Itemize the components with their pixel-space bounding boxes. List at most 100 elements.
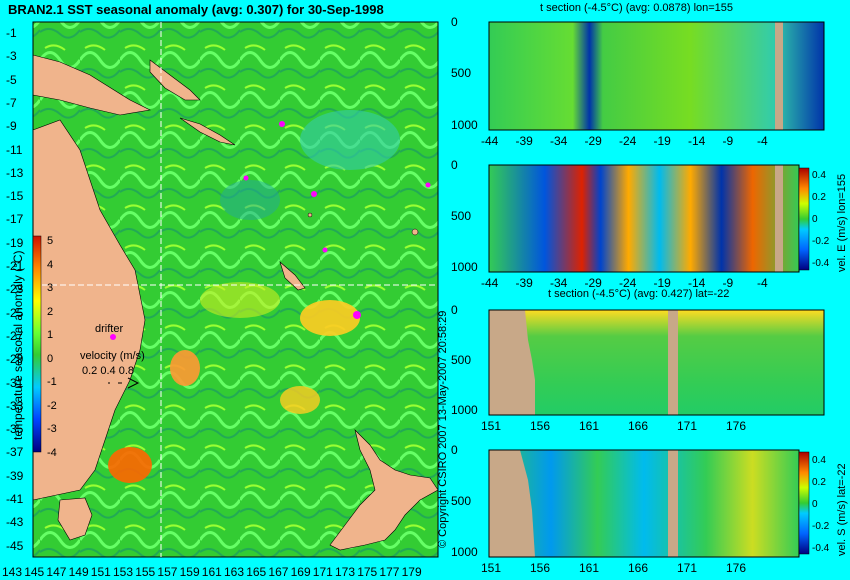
panel4-colorbar-tick: 0	[812, 499, 818, 510]
panel1-x-tick: -4	[757, 134, 768, 148]
panel2-x-tick: -34	[550, 276, 568, 290]
panel2-x-tick: -24	[619, 276, 637, 290]
panel3-y-tick: 500	[451, 353, 472, 367]
panel4-colorbar-tick: -0.2	[812, 521, 830, 532]
sst-map	[32, 21, 439, 558]
map-x-tick: 153	[113, 565, 134, 579]
panel1-x-tick: -24	[619, 134, 637, 148]
land-new-zealand	[329, 429, 439, 551]
map-x-tick: 147	[46, 565, 67, 579]
panel3-x-tick: 176	[726, 419, 747, 433]
panel2-x-tick: -4	[757, 276, 768, 290]
map-y-tick: -41	[6, 492, 24, 506]
sst-colorbar	[32, 235, 42, 453]
map-x-tick: 167	[268, 565, 289, 579]
panel4-plot	[488, 449, 810, 558]
panel4-colorbar-label: vel. S (m/s) lat=-22	[836, 463, 848, 556]
panel2-y-tick: 0	[451, 158, 458, 172]
land-png	[32, 54, 151, 116]
panel4-colorbar	[798, 451, 810, 555]
panel2-colorbar-tick: 0	[812, 214, 818, 225]
map-x-tick: 163	[224, 565, 245, 579]
panel1-x-tick: -39	[515, 134, 533, 148]
velocity-scale-arrows	[108, 377, 140, 389]
panel4-x-tick: 156	[530, 561, 551, 575]
panel2-x-tick: -14	[688, 276, 706, 290]
drifter-markers	[110, 121, 431, 340]
panel2-colorbar-tick: -0.2	[812, 236, 830, 247]
map-x-tick: 149	[68, 565, 89, 579]
panel4-x-tick: 171	[677, 561, 698, 575]
map-x-tick: 157	[157, 565, 178, 579]
panel4-colorbar-tick: -0.4	[812, 543, 830, 554]
map-x-tick: 177	[379, 565, 400, 579]
panel4-y-tick: 500	[451, 493, 472, 508]
map-y-tick: -37	[6, 445, 24, 460]
map-y-tick: -25	[6, 305, 24, 320]
panel2-colorbar-tick: -0.4	[812, 258, 830, 269]
panel3-x-tick: 171	[677, 419, 698, 433]
map-y-tick: -13	[6, 165, 24, 180]
panel2-y-tick: 1000	[451, 259, 478, 274]
map-y-tick: -29	[6, 352, 24, 367]
panel4-y-tick: 1000	[451, 544, 478, 559]
panel3-x-tick: 166	[628, 419, 649, 433]
panel2-y-tick: 500	[451, 208, 472, 223]
map-x-tick: 143	[2, 565, 23, 579]
map-y-tick: -9	[6, 119, 17, 134]
map-x-tick: 159	[179, 565, 200, 579]
map-x-tick: 145	[24, 565, 45, 579]
panel2-plot	[488, 164, 810, 273]
velocity-label: velocity (m/s)	[80, 350, 145, 362]
panel2-colorbar-tick: 0.2	[812, 192, 826, 203]
map-y-tick: -23	[6, 282, 24, 297]
map-x-tick: 161	[201, 565, 222, 579]
panel1-plot	[488, 21, 825, 131]
map-x-tick: 151	[90, 565, 111, 579]
map-y-tick: -43	[6, 515, 24, 530]
panel1-x-tick: -34	[550, 134, 568, 148]
panel3-x-tick: 156	[530, 419, 551, 433]
land-australia	[32, 119, 146, 501]
map-y-tick: -39	[6, 468, 24, 483]
map-y-tick: -7	[6, 95, 17, 110]
panel3-plot	[488, 309, 825, 416]
map-title: BRAN2.1 SST seasonal anomaly (avg: 0.307…	[8, 2, 384, 17]
panel1-x-tick: -29	[584, 134, 602, 148]
panel4-x-tick: 161	[579, 561, 600, 575]
map-y-tick: -31	[6, 375, 24, 390]
panel2-colorbar-tick: 0.4	[812, 170, 826, 181]
panel2-x-tick: -19	[653, 276, 671, 290]
sst-colorbar-tick: 0	[47, 352, 54, 365]
map-x-tick: 169	[290, 565, 311, 579]
panel1-y-tick: 1000	[451, 117, 478, 132]
panel2-x-tick: -29	[584, 276, 602, 290]
map-x-tick: 175	[357, 565, 378, 579]
panel4-colorbar-tick: 0.2	[812, 477, 826, 488]
panel3-x-tick: 161	[579, 419, 600, 433]
map-x-tick: 165	[246, 565, 267, 579]
velocity-scale: 0.2 0.4 0.8	[82, 365, 134, 377]
panel1-y-tick: 500	[451, 66, 472, 81]
panel3-y-tick: 0	[451, 303, 458, 317]
sst-colorbar-tick: 3	[47, 282, 54, 294]
panel3-x-tick: 151	[481, 419, 502, 433]
panel4-colorbar-tick: 0.4	[812, 455, 826, 466]
map-x-tick: 179	[401, 565, 422, 579]
panel1-title: t section (-4.5°C) (avg: 0.0878) lon=155	[540, 2, 734, 14]
sst-colorbar-tick: 1	[47, 329, 54, 341]
panel4-x-tick: 151	[481, 561, 502, 575]
map-y-tick: -19	[6, 235, 24, 250]
map-y-tick: -3	[6, 49, 17, 64]
sst-colorbar-tick: 5	[47, 235, 54, 247]
sst-colorbar-tick: -1	[47, 376, 57, 388]
panel1-x-tick: -44	[481, 134, 499, 148]
panel1-x-tick: -9	[722, 134, 734, 148]
panel4-x-tick: 176	[726, 561, 747, 575]
sst-colorbar-tick: -3	[47, 423, 57, 435]
map-x-tick: 173	[335, 565, 356, 579]
map-y-tick: -1	[6, 26, 17, 40]
sst-colorbar-tick: 4	[47, 258, 54, 271]
sst-colorbar-tick: 2	[47, 305, 54, 318]
panel1-x-tick: -14	[688, 134, 706, 148]
